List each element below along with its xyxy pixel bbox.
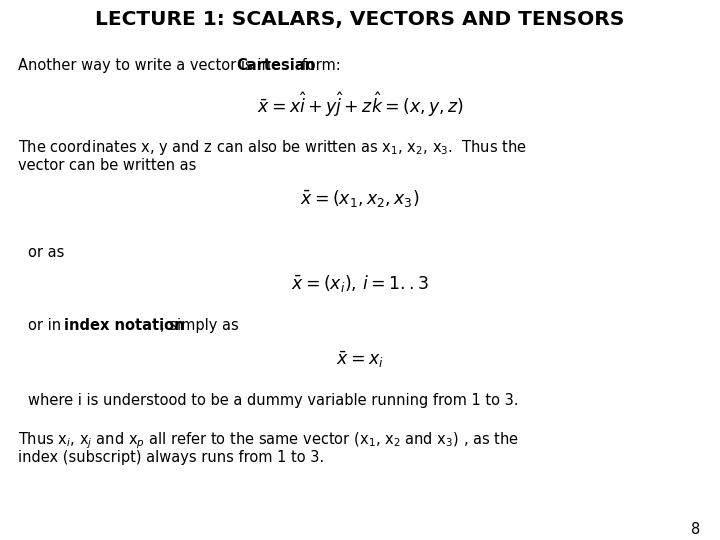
Text: Cartesian: Cartesian [236,58,315,73]
Text: $\bar{x} = (x_1, x_2, x_3)$: $\bar{x} = (x_1, x_2, x_3)$ [300,188,420,209]
Text: $\bar{x} = x\hat{i} + y\hat{j} + z\hat{k} = (x,y,z)$: $\bar{x} = x\hat{i} + y\hat{j} + z\hat{k… [256,90,464,119]
Text: , simply as: , simply as [160,318,238,333]
Text: or as: or as [28,245,64,260]
Text: index (subscript) always runs from 1 to 3.: index (subscript) always runs from 1 to … [18,450,324,465]
Text: Another way to write a vector is in: Another way to write a vector is in [18,58,276,73]
Text: or in: or in [28,318,66,333]
Text: The coordinates x, y and z can also be written as x$_1$, x$_2$, x$_3$.  Thus the: The coordinates x, y and z can also be w… [18,138,527,157]
Text: index notation: index notation [64,318,185,333]
Text: LECTURE 1: SCALARS, VECTORS AND TENSORS: LECTURE 1: SCALARS, VECTORS AND TENSORS [95,10,625,29]
Text: 8: 8 [690,522,700,537]
Text: $\bar{x} = (x_i),\, i = 1..3$: $\bar{x} = (x_i),\, i = 1..3$ [291,273,429,294]
Text: form:: form: [297,58,341,73]
Text: vector can be written as: vector can be written as [18,158,197,173]
Text: Thus x$_i$, x$_j$ and x$_p$ all refer to the same vector (x$_1$, x$_2$ and x$_3$: Thus x$_i$, x$_j$ and x$_p$ all refer to… [18,430,519,450]
Text: $\bar{x} = x_i$: $\bar{x} = x_i$ [336,349,384,369]
Text: where i is understood to be a dummy variable running from 1 to 3.: where i is understood to be a dummy vari… [28,393,518,408]
